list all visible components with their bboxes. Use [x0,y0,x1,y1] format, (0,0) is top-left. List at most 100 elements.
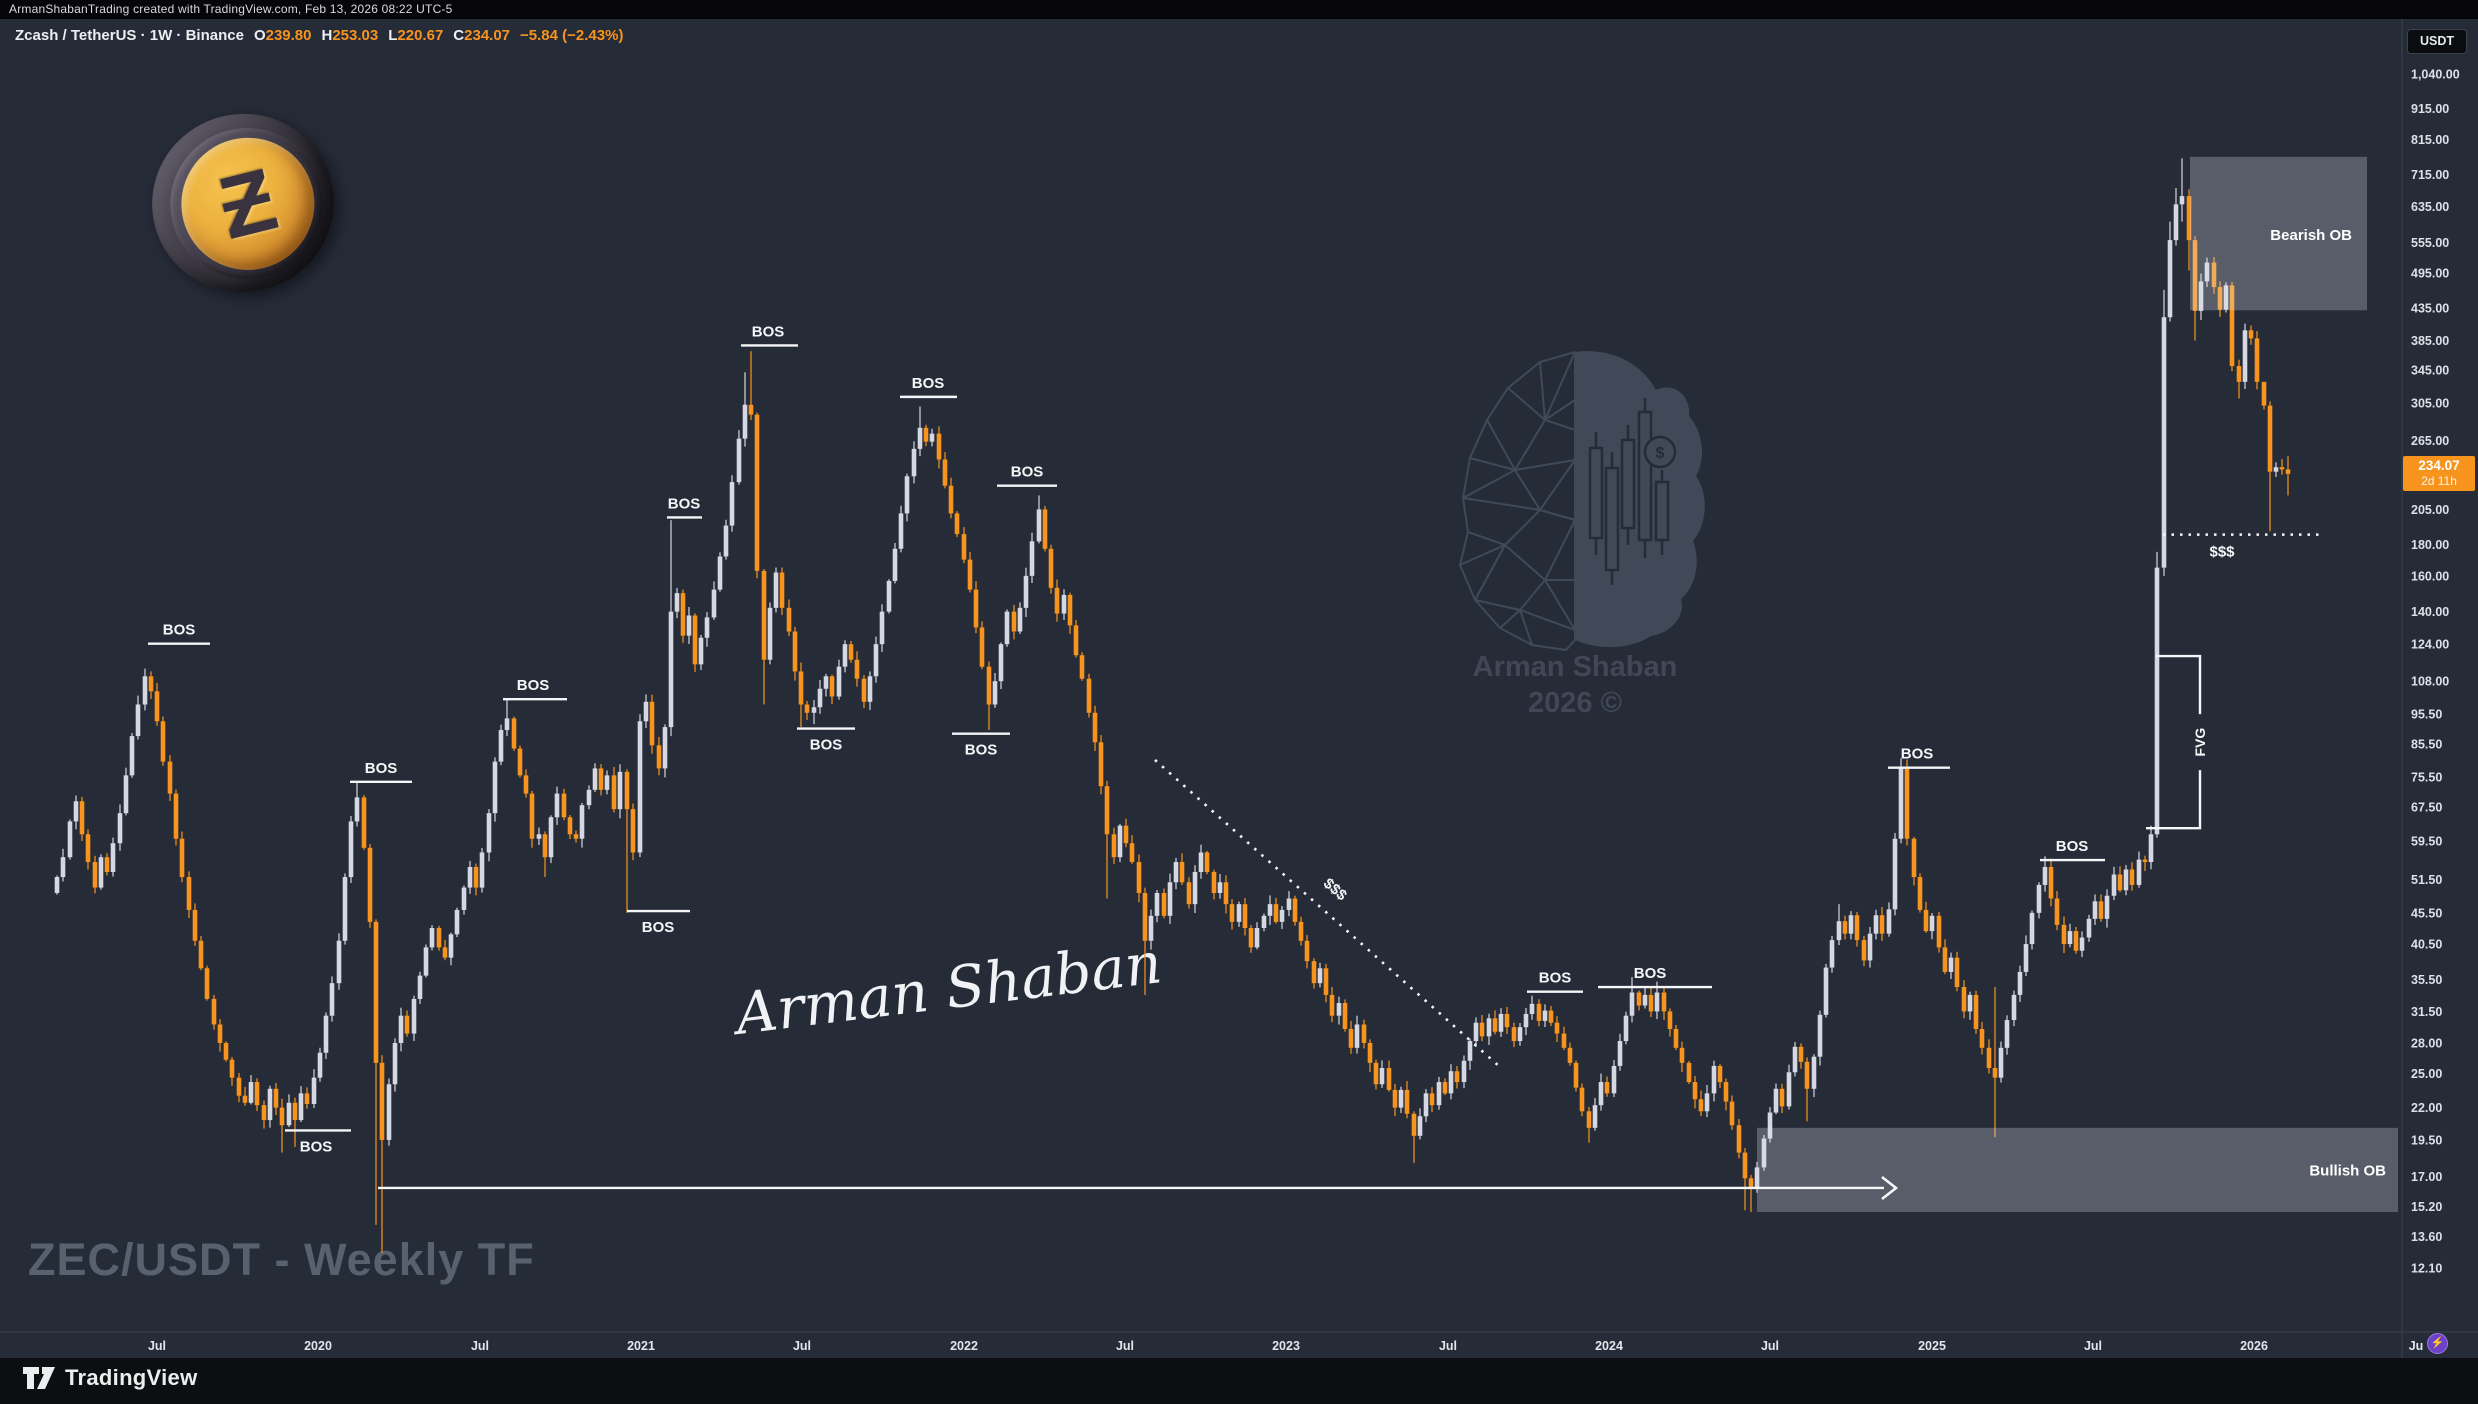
candle-body [742,404,748,439]
candle [1423,1089,1429,1123]
candle [1548,1005,1554,1027]
candle-body [2229,285,2235,367]
candle [917,406,923,457]
candle-body [217,1024,223,1043]
candle [1067,592,1073,634]
candle [361,794,367,850]
candle [248,1075,254,1105]
candle-body [723,525,729,557]
candle [1786,1064,1792,1110]
candle-body [1429,1093,1435,1106]
candle-body [892,548,898,581]
candle [2192,236,2198,341]
candle [617,764,623,819]
candle-body [692,615,698,665]
candle-body [67,821,73,858]
candle [686,607,692,645]
candle [1573,1060,1579,1092]
price-axis[interactable]: 1,040.00 915.00 815.00 715.00 635.00 555.00 49… [2411,68,2460,1276]
symbol-title[interactable]: Zcash / TetherUS · 1W · Binance [15,27,244,44]
candle-body [279,1107,285,1126]
candle [1242,898,1248,936]
candle-body [911,448,917,477]
candle [2104,889,2110,928]
candle-body [1161,892,1167,916]
price-tick-label: 13.60 [2411,1230,2442,1244]
candle [523,769,529,798]
candle-body [873,644,879,677]
currency-unit-button[interactable]: USDT [2407,29,2467,54]
candle-body [110,843,116,872]
symbol-legend[interactable]: Zcash / TetherUS · 1W · Binance O239.80 H2… [15,27,623,44]
candle [1986,1039,1992,1074]
candle-body [898,513,904,549]
candle [2036,882,2042,919]
candle-body [1961,987,1967,1012]
candle-body [54,877,60,893]
candle [92,855,98,894]
candle-body [1361,1024,1367,1043]
candle-body [204,968,210,999]
candle [211,994,217,1030]
candle [186,871,192,918]
candle-body [2273,467,2279,472]
candle-body [967,559,973,590]
candle [1848,911,1854,940]
candle-body [1736,1125,1742,1153]
candle [1511,1022,1517,1047]
candle [624,769,630,913]
candle [817,679,823,714]
candle-body [637,721,643,853]
candle [1354,1015,1360,1054]
candle [942,452,948,489]
candle [342,873,348,945]
candle [1611,1060,1617,1098]
candle [1142,887,1148,995]
candle [786,599,792,637]
candle-body [1211,871,1217,893]
candle [674,587,680,619]
candle [1492,1010,1498,1035]
candle [1092,705,1098,752]
candle [2204,257,2210,288]
candle [348,816,354,883]
last-price-value: 234.07 [2418,458,2460,473]
boost-icon[interactable]: ⚡ [2427,1333,2448,1354]
candle-body [2167,240,2173,318]
candle-body [354,797,360,822]
candle-body [1061,594,1067,614]
candle [1779,1083,1785,1114]
candle [1311,958,1317,989]
candle-body [2285,469,2291,474]
price-tick-label: 124.00 [2411,638,2449,652]
candle [1911,836,1917,886]
candle [1879,907,1885,941]
candle-body [1086,678,1092,713]
candle-body [1254,927,1260,948]
time-tick-label: 2021 [627,1339,655,1353]
candle-body [1604,1082,1610,1094]
pair-timeframe-title: ZEC/USDT - Weekly TF [28,1234,535,1285]
candle [1379,1060,1385,1088]
candle-body [561,793,567,818]
candle [473,863,479,896]
order-block-label: Bullish OB [2309,1162,2386,1179]
candle-body [1111,834,1117,858]
price-tick-label: 635.00 [2411,200,2449,214]
candle [1254,922,1260,950]
time-axis[interactable]: Jul 2020 Jul 2021 Jul 2022 Jul 2023 Jul 2024 Jul 20… [148,1339,2423,1353]
candle-body [986,666,992,705]
candle [1617,1033,1623,1071]
price-tick-label: 67.50 [2411,801,2442,815]
candle-body [854,659,860,679]
candle-body [367,847,373,922]
candle-body [423,947,429,976]
candle-body [1548,1010,1554,1023]
candle [461,885,467,915]
candle-body [848,644,854,660]
candle-body [2067,931,2073,945]
tradingview-logo[interactable]: TradingView [22,1363,198,1393]
candle [386,1078,392,1146]
candle [1648,986,1654,1018]
